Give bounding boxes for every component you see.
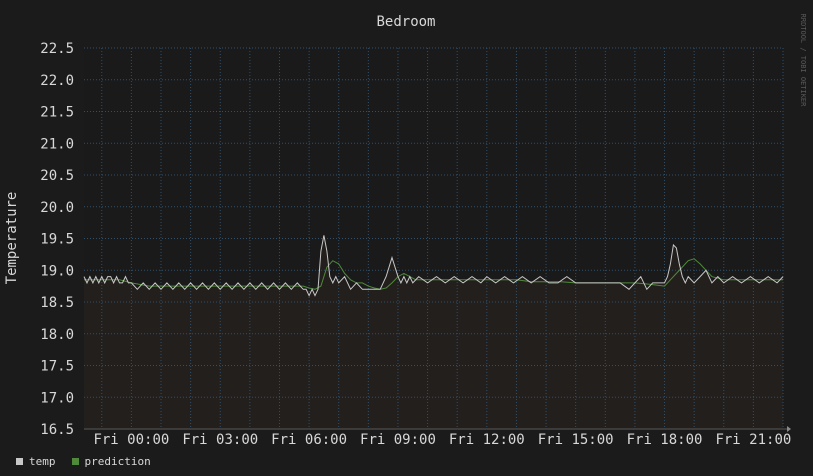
y-tick-label: 22.0 (40, 73, 74, 89)
x-tick-label: Fri 00:00 (93, 432, 169, 448)
temp-line (83, 235, 784, 297)
x-tick-labels: Fri 00:00 Fri 03:00 Fri 06:00 Fri 09:00 Fri … (93, 432, 791, 448)
y-tick-label: 22.5 (40, 41, 74, 57)
x-tick-label: Fri 15:00 (538, 432, 614, 448)
y-tick-label: 18.0 (40, 327, 74, 343)
x-tick-label: Fri 06:00 (271, 432, 347, 448)
y-tick-label: 21.5 (40, 105, 74, 121)
x-tick-label: Fri 03:00 (182, 432, 258, 448)
x-tick-label: Fri 21:00 (715, 432, 791, 448)
y-tick-labels: 22.5 22.0 21.5 21.0 20.5 20.0 19.5 19.0 18.5 18.0… (40, 41, 74, 438)
grid-layer (84, 47, 784, 429)
x-tick-label: Fri 09:00 (360, 432, 436, 448)
area-layer (84, 235, 783, 429)
y-tick-label: 20.0 (40, 200, 74, 216)
y-tick-label: 16.5 (40, 422, 74, 438)
legend-label-temp: temp (29, 455, 56, 468)
legend: temp prediction (16, 455, 151, 468)
y-tick-label: 19.5 (40, 232, 74, 248)
chart-title: Bedroom (376, 14, 435, 30)
x-tick-label: Fri 18:00 (627, 432, 703, 448)
legend-swatch-temp (16, 458, 23, 465)
x-axis-arrow-icon (787, 426, 791, 432)
y-tick-label: 20.5 (40, 168, 74, 184)
legend-item-temp: temp (16, 455, 56, 468)
watermark: RRDTOOL / TOBI OETIKER (799, 14, 807, 108)
series-layer (83, 235, 784, 297)
legend-label-prediction: prediction (84, 455, 151, 468)
y-tick-label: 17.5 (40, 359, 74, 375)
legend-swatch-prediction (71, 458, 79, 465)
y-axis-label: Temperature (4, 192, 20, 285)
y-tick-label: 19.0 (40, 263, 74, 279)
y-tick-label: 18.5 (40, 295, 74, 311)
y-tick-label: 17.0 (40, 390, 74, 406)
x-tick-label: Fri 12:00 (449, 432, 525, 448)
legend-item-prediction: prediction (71, 455, 151, 468)
y-tick-label: 21.0 (40, 136, 74, 152)
temp-area (84, 235, 783, 429)
